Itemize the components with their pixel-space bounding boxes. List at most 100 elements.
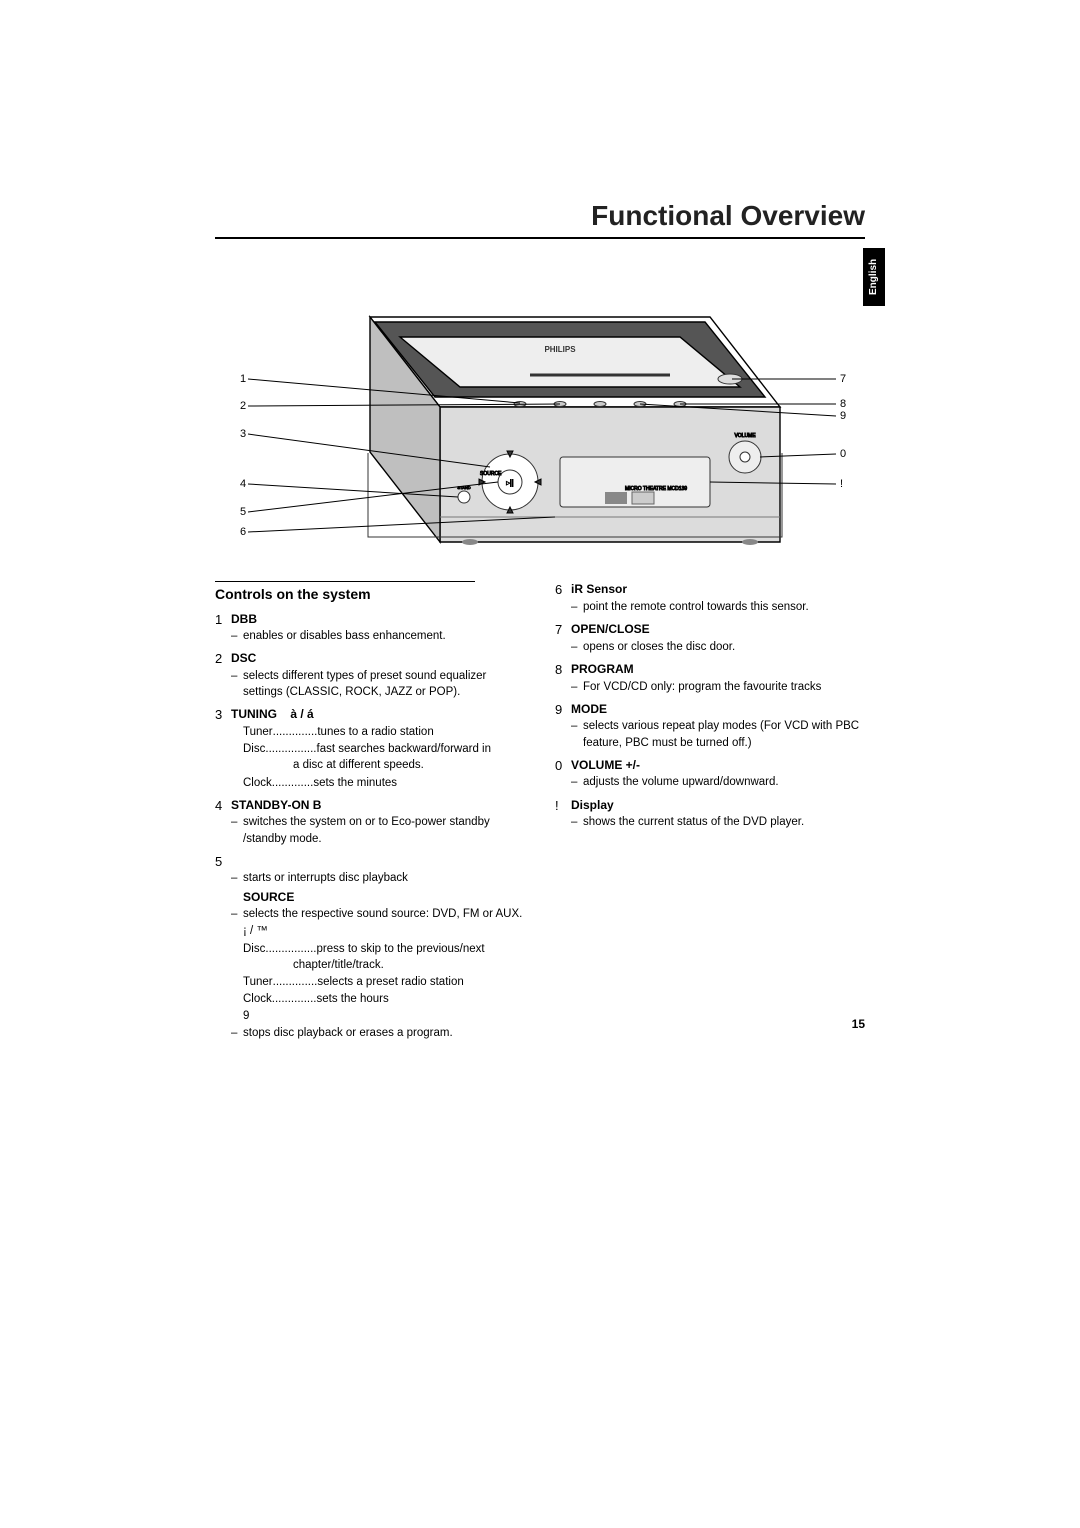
- callout-0: 0: [840, 448, 846, 460]
- callout-ex: !: [840, 478, 843, 490]
- item-body: – starts or interrupts disc playback SOUR…: [231, 853, 525, 1041]
- item-label: MODE: [571, 701, 865, 718]
- item-body: STANDBY-ON B–switches the system on or t…: [231, 797, 525, 847]
- desc-text: adjusts the volume upward/downward.: [583, 774, 865, 790]
- item-label: DBB: [231, 611, 525, 628]
- desc-text: starts or interrupts disc playback: [243, 870, 525, 886]
- dash: –: [231, 1025, 243, 1041]
- control-item: 3TUNING à / áTuner..............tunes to…: [215, 706, 525, 790]
- control-item: 9MODE–selects various repeat play modes …: [555, 701, 865, 751]
- dotted-line: Tuner..............tunes to a radio stat…: [231, 724, 525, 740]
- item-body: Display–shows the current status of the …: [571, 797, 865, 831]
- dash: –: [571, 814, 583, 830]
- left-column: Controls on the system 1DBB–enables or d…: [215, 575, 525, 1041]
- desc-text: selects the respective sound source: DVD…: [243, 906, 525, 922]
- sub-rule: [215, 581, 475, 582]
- dash: –: [231, 628, 243, 644]
- content-columns: Controls on the system 1DBB–enables or d…: [215, 575, 865, 1041]
- item-number: 3: [215, 706, 231, 790]
- control-item: 7OPEN/CLOSE–opens or closes the disc doo…: [555, 621, 865, 655]
- item-label: OPEN/CLOSE: [571, 621, 865, 638]
- title-rule: [215, 237, 865, 239]
- control-item: 2DSC–selects different types of preset s…: [215, 650, 525, 700]
- item-label: [231, 853, 525, 870]
- item-body: OPEN/CLOSE–opens or closes the disc door…: [571, 621, 865, 655]
- item-number: 5: [215, 853, 231, 1041]
- item-label: PROGRAM: [571, 661, 865, 678]
- desc-text: opens or closes the disc door.: [583, 639, 865, 655]
- callout-6: 6: [240, 526, 246, 538]
- dash: –: [231, 870, 243, 886]
- item-number: 9: [555, 701, 571, 751]
- desc-text: For VCD/CD only: program the favourite t…: [583, 679, 865, 695]
- callout-4: 4: [240, 478, 246, 490]
- callout-2: 2: [240, 400, 246, 412]
- svg-text:VOLUME: VOLUME: [734, 433, 756, 439]
- control-item: 5 – starts or interrupts disc playback SO…: [215, 853, 525, 1041]
- item-body: TUNING à / áTuner..............tunes to …: [231, 706, 525, 790]
- indent-line: chapter/title/track.: [231, 957, 525, 973]
- device-diagram: PHILIPS MICRO THEATRE MCD139 ▸|| SOURCE: [220, 257, 860, 567]
- dash: –: [571, 599, 583, 615]
- item-body: iR Sensor–point the remote control towar…: [571, 581, 865, 615]
- item-body: DBB–enables or disables bass enhancement…: [231, 611, 525, 645]
- dotted-line: Clock.............sets the minutes: [231, 775, 525, 791]
- item-label: DSC: [231, 650, 525, 667]
- dash: –: [571, 718, 583, 750]
- dash: –: [571, 679, 583, 695]
- dash: –: [571, 774, 583, 790]
- item-number: 7: [555, 621, 571, 655]
- item-label: VOLUME +/-: [571, 757, 865, 774]
- item-body: VOLUME +/-–adjusts the volume upward/dow…: [571, 757, 865, 791]
- control-item: 1DBB–enables or disables bass enhancemen…: [215, 611, 525, 645]
- dotted-line: Clock..............sets the hours: [231, 991, 525, 1007]
- dash: –: [231, 906, 243, 922]
- plain-line: ¡ / ™: [231, 923, 525, 939]
- svg-text:SOURCE: SOURCE: [480, 471, 502, 477]
- item-number: 6: [555, 581, 571, 615]
- callout-3: 3: [240, 428, 246, 440]
- item-number: 2: [215, 650, 231, 700]
- dash: –: [231, 668, 243, 700]
- desc-text: point the remote control towards this se…: [583, 599, 865, 615]
- desc-text: stops disc playback or erases a program.: [243, 1025, 525, 1041]
- desc-text: selects different types of preset sound …: [243, 668, 525, 700]
- item-label: TUNING à / á: [231, 706, 525, 723]
- desc-text: enables or disables bass enhancement.: [243, 628, 525, 644]
- item-number: !: [555, 797, 571, 831]
- item-body: MODE–selects various repeat play modes (…: [571, 701, 865, 751]
- dotted-line: Disc................press to skip to the…: [231, 941, 525, 957]
- svg-text:MICRO THEATRE MCD139: MICRO THEATRE MCD139: [625, 486, 687, 492]
- right-column: 6iR Sensor–point the remote control towa…: [555, 575, 865, 1041]
- callout-8: 8: [840, 398, 846, 410]
- dash: –: [231, 814, 243, 846]
- item-number: 4: [215, 797, 231, 847]
- item-label: STANDBY-ON B: [231, 797, 525, 814]
- control-item: 4STANDBY-ON B–switches the system on or …: [215, 797, 525, 847]
- svg-text:▸||: ▸||: [506, 480, 513, 487]
- item-body: DSC–selects different types of preset so…: [231, 650, 525, 700]
- callout-1: 1: [240, 373, 246, 385]
- dotted-line: Tuner..............selects a preset radi…: [231, 974, 525, 990]
- plain-line: 9: [231, 1008, 525, 1024]
- item-label: Display: [571, 797, 865, 814]
- control-item: 8PROGRAM–For VCD/CD only: program the fa…: [555, 661, 865, 695]
- item-label: iR Sensor: [571, 581, 865, 598]
- item-number: 1: [215, 611, 231, 645]
- page-number: 15: [852, 1017, 865, 1031]
- callout-7: 7: [840, 373, 846, 385]
- controls-heading: Controls on the system: [215, 585, 525, 605]
- callout-5: 5: [240, 506, 246, 518]
- sub-label: SOURCE: [231, 889, 525, 906]
- indent-line: a disc at different speeds.: [231, 757, 525, 773]
- dotted-line: Disc................ fast searches backw…: [231, 741, 525, 757]
- item-number: 8: [555, 661, 571, 695]
- control-item: !Display–shows the current status of the…: [555, 797, 865, 831]
- svg-text:PHILIPS: PHILIPS: [544, 345, 576, 354]
- dash: –: [571, 639, 583, 655]
- language-tab: English: [863, 248, 885, 306]
- desc-text: shows the current status of the DVD play…: [583, 814, 865, 830]
- item-body: PROGRAM–For VCD/CD only: program the fav…: [571, 661, 865, 695]
- page-title: Functional Overview: [215, 200, 865, 232]
- control-item: 0VOLUME +/-–adjusts the volume upward/do…: [555, 757, 865, 791]
